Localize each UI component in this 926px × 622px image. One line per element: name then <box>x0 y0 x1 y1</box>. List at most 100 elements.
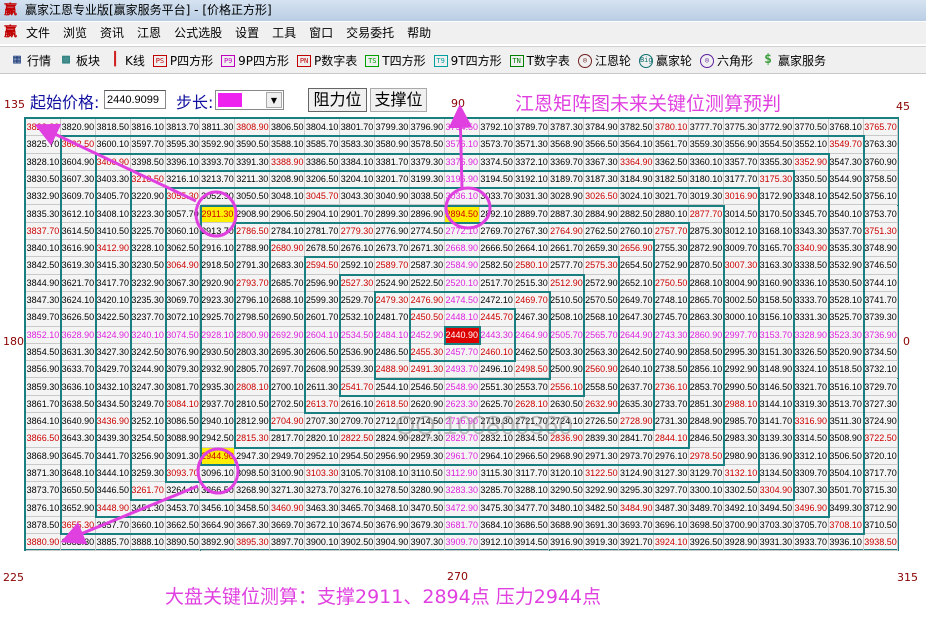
grid-cell: 2901.70 <box>340 205 375 223</box>
grid-cell: 2923.30 <box>200 292 236 310</box>
menu-item[interactable]: 江恩 <box>137 26 162 40</box>
toolbar-button[interactable]: ◎ 江恩轮 <box>577 47 631 75</box>
grid-cell: 3086.50 <box>165 413 201 431</box>
step-select[interactable]: ▼ <box>215 90 284 110</box>
grid-cell: 3789.70 <box>514 119 550 137</box>
grid-cell: 3655.30 <box>60 516 96 535</box>
resistance-button[interactable]: 阻力位 <box>308 88 367 112</box>
grid-cell: 3883.30 <box>60 534 96 552</box>
grid-cell: 3597.70 <box>130 136 166 154</box>
grid-cell: 3333.70 <box>793 292 829 310</box>
toolbar-button[interactable]: T9 9T四方形 <box>433 47 502 75</box>
grid-cell: 3624.10 <box>60 292 96 310</box>
grid-cell: 3360.10 <box>689 153 724 171</box>
grid-cell: 3768.10 <box>828 119 864 137</box>
toolbar-button[interactable]: TS T四方形 <box>365 47 426 75</box>
toolbar-button[interactable]: P9 9P四方形 <box>221 47 289 75</box>
grid-cell: 3036.10 <box>444 188 480 206</box>
toolbar-button[interactable]: ◎ 六角形 <box>699 47 753 75</box>
grid-cell: 2894.50 <box>444 205 480 223</box>
toolbar-button[interactable]: ▦ 行情 <box>10 47 51 75</box>
grid-cell: 3760.90 <box>863 153 899 171</box>
grid-cell: 2851.30 <box>689 395 724 414</box>
grid-cell: 3844.90 <box>26 274 61 292</box>
menu-item[interactable]: 窗口 <box>309 26 334 40</box>
step-label: 步长: <box>176 93 214 112</box>
grid-cell: 3278.50 <box>375 482 410 500</box>
toolbar-button[interactable]: Big 赢家轮 <box>638 47 692 75</box>
toolbar-button[interactable]: $ 赢家服务 <box>761 47 826 75</box>
menu-item[interactable]: 文件 <box>26 26 51 40</box>
grid-cell: 3679.30 <box>409 516 445 535</box>
grid-cell: 3511.30 <box>828 413 864 431</box>
angle-label-180: 180 <box>3 335 24 348</box>
grid-cell: 2676.10 <box>340 240 375 258</box>
menu-item[interactable]: 资讯 <box>100 26 125 40</box>
chevron-down-icon[interactable]: ▼ <box>266 92 282 108</box>
title-bar: 赢 赢家江恩专业版[赢家服务平台] - [价格正方形] <box>0 0 926 21</box>
grid-cell: 3117.70 <box>514 465 550 483</box>
menu-item[interactable]: 公式选股 <box>174 26 223 40</box>
toolbar-button[interactable]: TN T数字表 <box>509 47 570 75</box>
start-price-input[interactable] <box>104 90 166 109</box>
grid-cell: 2532.10 <box>340 309 375 327</box>
grid-cell: 3496.90 <box>793 499 829 517</box>
grid-cell: 2841.70 <box>619 430 655 448</box>
grid-cell: 3019.30 <box>689 188 724 206</box>
grid-cell: 2618.50 <box>375 395 410 414</box>
grid-cell: 2522.50 <box>409 274 445 292</box>
grid-cell: 3093.70 <box>165 465 201 483</box>
grid-cell: 2524.90 <box>375 274 410 292</box>
grid-cell: 3052.90 <box>200 188 236 206</box>
grid-cell: 3552.10 <box>793 136 829 154</box>
grid-cell: 3352.90 <box>793 153 829 171</box>
toolbar-button[interactable]: PN P数字表 <box>297 47 357 75</box>
grid-cell: 2853.70 <box>689 378 724 396</box>
grid-cell: 2642.50 <box>619 343 655 362</box>
menu-item[interactable]: 交易委托 <box>346 26 395 40</box>
grid-cell: 3237.70 <box>130 309 166 327</box>
menu-item[interactable]: 浏览 <box>63 26 88 40</box>
grid-cell: 2484.10 <box>375 326 410 344</box>
grid-cell: 2707.30 <box>305 413 341 431</box>
grid-cell: 2911.30 <box>200 205 236 223</box>
grid-cell: 3384.10 <box>340 153 375 171</box>
grid-cell: 3081.70 <box>165 378 201 396</box>
grid-cell: 3559.30 <box>689 136 724 154</box>
grid-cell: 3674.50 <box>340 516 375 535</box>
grid-cell: 2755.30 <box>654 240 690 258</box>
support-button[interactable]: 支撑位 <box>370 88 427 112</box>
grid-cell: 2702.50 <box>270 395 306 414</box>
grid-cell: 2460.10 <box>479 343 515 362</box>
grid-cell: 2956.90 <box>375 447 410 465</box>
grid-cell: 2565.70 <box>584 326 620 344</box>
toolbar-button[interactable]: ▩ 板块 <box>59 47 100 75</box>
tn-icon: TN <box>509 55 524 67</box>
grid-cell: 3069.70 <box>165 292 201 310</box>
grid-cell: 3676.90 <box>375 516 410 535</box>
grid-cell: 3592.90 <box>200 136 236 154</box>
grid-cell: 3350.50 <box>793 170 829 189</box>
grid-cell: 2498.50 <box>514 361 550 379</box>
grid-cell: 3595.30 <box>165 136 201 154</box>
grid-cell: 2769.70 <box>479 222 515 241</box>
grid-cell: 3436.90 <box>95 413 131 431</box>
grid-cell: 3520.90 <box>828 343 864 362</box>
grid-cell: 2716.90 <box>444 413 480 431</box>
menu-item[interactable]: 工具 <box>272 26 297 40</box>
grid-cell: 3129.70 <box>689 465 724 483</box>
menu-item[interactable]: 帮助 <box>407 26 432 40</box>
toolbar-button[interactable]: PS P四方形 <box>152 47 213 75</box>
grid-cell: 2846.50 <box>689 430 724 448</box>
toolbar-button[interactable]: ┃ K线 <box>108 47 145 75</box>
grid-cell: 2995.30 <box>724 343 759 362</box>
grid-cell: 3043.30 <box>340 188 375 206</box>
grid-cell: 3160.90 <box>758 274 794 292</box>
grid-cell: 3890.50 <box>165 534 201 552</box>
grid-cell: 3885.70 <box>95 534 131 552</box>
grid-cell: 3312.10 <box>793 447 829 465</box>
menu-item[interactable]: 设置 <box>235 26 260 40</box>
grid-cell: 3518.50 <box>828 361 864 379</box>
grid-cell: 2788.90 <box>235 240 271 258</box>
ts-icon: TS <box>365 55 380 67</box>
